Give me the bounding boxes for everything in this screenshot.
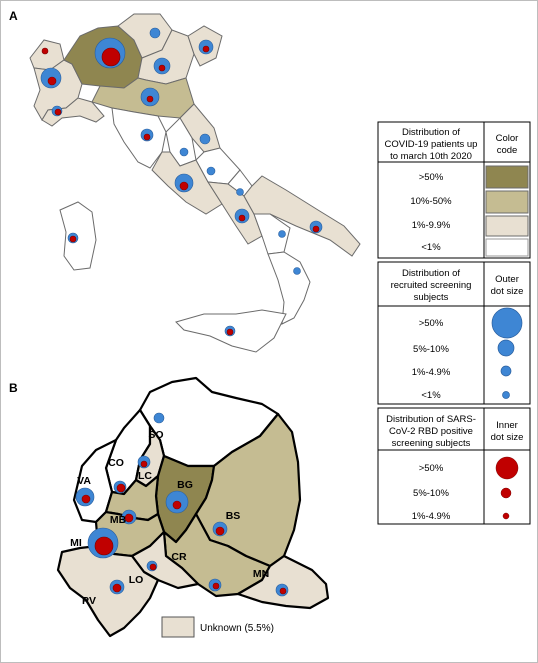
legend-color-row-1: >50%	[419, 172, 444, 183]
legend-outer-header-1: Distribution of	[402, 268, 460, 279]
legend-color-header-3: to march 10th 2020	[390, 151, 472, 162]
panel-a-letter: A	[9, 9, 18, 23]
province-mn	[236, 554, 330, 610]
legend-outer-col-2: dot size	[491, 286, 524, 297]
lombardy-map	[56, 376, 330, 638]
inner-dot-5-10	[500, 487, 512, 499]
swatch-unknown	[161, 616, 195, 638]
region-tuscany	[111, 107, 167, 169]
label-mn: MN	[253, 568, 269, 580]
panel-b-letter: B	[9, 381, 18, 395]
outer-dot-over-50	[491, 307, 523, 339]
outer-dot-under-1	[502, 391, 510, 399]
italy-piedmont-inner-dot	[47, 76, 57, 86]
label-bs: BS	[226, 510, 241, 522]
italy-lombardy-inner-dot	[101, 47, 121, 67]
legend-inner-col-1: Inner	[496, 420, 518, 431]
label-bg: BG	[177, 479, 193, 491]
region-sardinia	[59, 201, 97, 271]
legend-inner-header-3: screening subjects	[392, 438, 471, 449]
italy-puglia-inner-dot	[312, 225, 320, 233]
province-pv-inner-dot	[112, 583, 122, 593]
swatch-1-9	[485, 215, 529, 237]
province-bg-inner-dot	[172, 500, 182, 510]
province-va-inner-dot	[81, 494, 91, 504]
legend-inner-header-2: CoV-2 RBD positive	[389, 426, 473, 437]
swatch-under-1	[485, 238, 529, 257]
swatch-10-50	[485, 190, 529, 214]
legend-outer-header-3: subjects	[414, 292, 449, 303]
swatch-over-50	[485, 165, 529, 189]
italy-calabria-outer-dot	[293, 267, 301, 275]
province-so-outer-dot	[153, 412, 165, 424]
legend-color-row-4: <1%	[421, 242, 441, 253]
legend-outer-row-2: 5%-10%	[413, 344, 449, 355]
province-bs-inner-dot	[215, 526, 225, 536]
italy-friuli-inner-dot	[202, 45, 210, 53]
legend-inner-row-2: 5%-10%	[413, 488, 449, 499]
label-so: SO	[148, 429, 163, 441]
outer-dot-5-10	[497, 339, 515, 357]
legend-color-row-3: 1%-9.9%	[412, 220, 451, 231]
province-mn-inner-dot	[279, 587, 287, 595]
unknown-label: Unknown (5.5%)	[200, 623, 274, 634]
inner-dot-over-50	[495, 456, 519, 480]
legend-inner-col-2: dot size	[491, 432, 524, 443]
italy-emilia-inner-dot	[146, 95, 154, 103]
label-co: CO	[108, 457, 124, 469]
italy-lazio-inner-dot	[179, 181, 189, 191]
province-cr-inner-dot	[212, 582, 220, 590]
inner-dot-1-4-9	[502, 512, 510, 520]
label-mb: MB	[110, 514, 127, 526]
legend-color-col-2: code	[497, 145, 518, 156]
italy-veneto-inner-dot	[158, 64, 166, 72]
italy-tuscany-inner-dot	[143, 133, 151, 141]
legend-outer-row-4: <1%	[421, 390, 441, 401]
legend-color-header-2: COVID-19 patients up	[385, 139, 478, 150]
italy-dots	[40, 27, 323, 337]
legend-color-col-1: Color	[496, 133, 519, 144]
italy-trentino-outer-dot	[149, 27, 161, 39]
italy-molise-outer-dot	[236, 188, 244, 196]
province-mb-inner-dot	[124, 513, 134, 523]
legend-outer-table	[377, 261, 531, 405]
legend-inner-header-1: Distribution of SARS-	[386, 414, 476, 425]
lombardy-dots	[75, 412, 289, 597]
italy-valle-aosta-inner-dot	[41, 47, 49, 55]
province-co-inner-dot	[116, 483, 126, 493]
legend-inner-table	[377, 407, 531, 525]
province-mi-inner-dot	[94, 536, 114, 556]
legend-color-header-1: Distribution of	[402, 127, 460, 138]
legend-outer-row-1: >50%	[419, 318, 444, 329]
label-lc: LC	[138, 470, 152, 482]
italy-sicily-inner-dot	[226, 328, 234, 336]
italy-marche-outer-dot	[199, 133, 211, 145]
italy-umbria-outer-dot	[179, 147, 189, 157]
italy-abruzzo-outer-dot	[206, 166, 216, 176]
label-va: VA	[77, 475, 91, 487]
label-pv: PV	[82, 595, 96, 607]
legend-outer-header-2: recruited screening	[391, 280, 472, 291]
province-lo-inner-dot	[149, 563, 157, 571]
label-cr: CR	[171, 551, 187, 563]
legend	[377, 121, 531, 525]
italy-map	[29, 13, 361, 353]
italy-sardinia-inner-dot	[69, 235, 77, 243]
italy-liguria-inner-dot	[54, 108, 62, 116]
italy-campania-inner-dot	[238, 214, 246, 222]
outer-dot-1-4-9	[500, 365, 512, 377]
italy-basilicata-outer-dot	[278, 230, 286, 238]
legend-inner-row-1: >50%	[419, 463, 444, 474]
legend-inner-row-3: 1%-4.9%	[412, 511, 451, 522]
province-lc-inner-dot	[140, 460, 148, 468]
legend-outer-col-1: Outer	[495, 274, 519, 285]
legend-color-table	[377, 121, 531, 259]
label-mi: MI	[70, 537, 82, 549]
label-lo: LO	[129, 574, 144, 586]
legend-outer-row-3: 1%-4.9%	[412, 367, 451, 378]
legend-color-row-2: 10%-50%	[410, 196, 452, 207]
